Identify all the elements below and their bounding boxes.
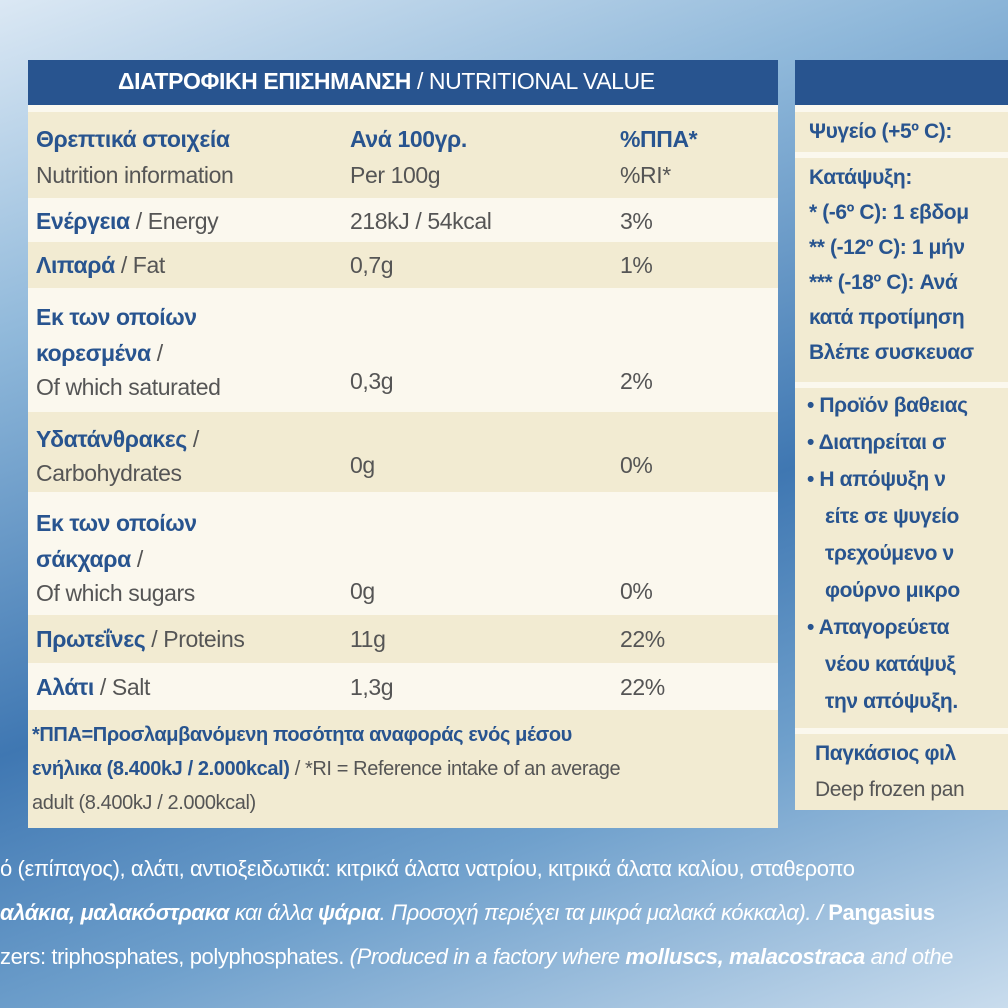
product-english: Deep frozen pan (815, 778, 965, 801)
greek: Ενέργεια (36, 208, 130, 234)
cell: 11g (350, 626, 386, 652)
row-label: Υδατάνθρακες / (36, 426, 199, 453)
row-band (28, 710, 778, 828)
header-english: / NUTRITIONAL VALUE (416, 68, 655, 94)
bold-italic: ψάρια (317, 900, 380, 925)
row-band (795, 112, 1008, 152)
bold-italic: αλάκια, μαλακόστρακα (0, 900, 229, 925)
row-band (28, 615, 778, 663)
nutrition-panel: ΔΙΑΤΡΟΦΙΚΗ ΕΠΙΣΗΜΑΝΣΗ / NUTRITIONAL VALU… (28, 60, 778, 828)
bold: Pangasius (828, 900, 935, 925)
col-head: Ανά 100γρ. (350, 126, 467, 152)
cell: 2% (620, 368, 653, 394)
english: / Energy (135, 208, 219, 234)
greek: Εκ των οποίων (36, 510, 197, 536)
english: / (192, 426, 199, 452)
greek: Πρωτεΐνες (36, 626, 146, 652)
cell: 0% (620, 452, 653, 478)
cell: 0,3g (350, 368, 394, 394)
header-greek: ΔΙΑΤΡΟΦΙΚΗ ΕΠΙΣΗΜΑΝΣΗ (118, 68, 411, 94)
row-band (795, 388, 1008, 728)
italic: (Produced in a factory where (349, 944, 626, 969)
storage-line: Κατάψυξη: (809, 166, 912, 189)
cell: 0g (350, 452, 375, 478)
footnote: *ΠΠΑ=Προσλαμβανόμενη ποσότητα αναφοράς ε… (32, 724, 572, 746)
col-head: Nutrition information (36, 162, 234, 188)
english: Of which saturated (36, 374, 221, 400)
storage-line: ** (-12º C): 1 μήν (809, 236, 965, 259)
ingredients-line: ό (επίπαγος), αλάτι, αντιοξειδωτικά: κιτ… (0, 856, 855, 881)
col-head: Per 100g (350, 162, 441, 188)
row-label: σάκχαρα / (36, 546, 143, 573)
row-band (795, 158, 1008, 382)
italic: and othe (864, 944, 954, 969)
english: / Fat (120, 252, 165, 278)
italic: και άλλα (228, 900, 318, 925)
english: / (156, 340, 163, 366)
english: / Proteins (151, 626, 245, 652)
storage-line: φούρνο μικρο (825, 579, 960, 602)
english: / (136, 546, 143, 572)
greek: Λιπαρά (36, 252, 115, 278)
cell: 22% (620, 674, 665, 700)
footnote-regular: / *RI = Reference intake of an average (294, 758, 621, 780)
header-band (795, 60, 1008, 105)
header-band (28, 60, 778, 105)
ingredients-line: zers: triphosphates, polyphosphates. (Pr… (0, 944, 953, 970)
cell: 3% (620, 208, 653, 234)
row-band (28, 242, 778, 288)
storage-line: νέου κατάψυξ (825, 653, 956, 676)
row-label: Λιπαρά / Fat (36, 252, 165, 279)
footnote: adult (8.400kJ / 2.000kcal) (32, 792, 256, 814)
storage-line: * (-6º C): 1 εβδομ (809, 201, 969, 224)
cell: 0% (620, 578, 653, 604)
footnote-bold: ενήλικα (8.400kJ / 2.000kcal) (32, 758, 290, 780)
english: / Salt (99, 674, 150, 700)
row-label: Ενέργεια / Energy (36, 208, 219, 235)
header: ΔΙΑΤΡΟΦΙΚΗ ΕΠΙΣΗΜΑΝΣΗ / NUTRITIONAL VALU… (118, 68, 655, 95)
english: Carbohydrates (36, 460, 182, 486)
storage-line: • Η απόψυξη ν (807, 468, 946, 491)
cell: 0g (350, 578, 375, 604)
regular: zers: triphosphates, polyphosphates. (0, 944, 350, 969)
greek: σάκχαρα (36, 546, 131, 572)
row-band (28, 412, 778, 492)
italic: . Προσοχή περιέχει τα μικρά μαλακά κόκκα… (379, 900, 829, 925)
storage-line: τρεχούμενο ν (825, 542, 954, 565)
row-label: Πρωτεΐνες / Proteins (36, 626, 245, 653)
storage-line: • Προϊόν βαθειας (807, 394, 968, 417)
bold-italic: molluscs, malacostraca (625, 944, 865, 969)
row-band (28, 112, 778, 198)
storage-line: • Διατηρείται σ (807, 431, 946, 454)
greek: κορεσμένα (36, 340, 151, 366)
storage-panel: Ψυγείο (+5º C): Παγκάσιος φιλ Deep froze… (795, 60, 1008, 810)
cell: 0,7g (350, 252, 394, 278)
english: Of which sugars (36, 580, 195, 606)
footnote: ενήλικα (8.400kJ / 2.000kcal) / *RI = Re… (32, 758, 621, 781)
greek: Αλάτι (36, 674, 94, 700)
cell: 1,3g (350, 674, 394, 700)
cell: 218kJ / 54kcal (350, 208, 492, 234)
ingredients-line: αλάκια, μαλακόστρακα και άλλα ψάρια. Προ… (0, 900, 935, 926)
cell: 1% (620, 252, 653, 278)
cell: 22% (620, 626, 665, 652)
product-greek: Παγκάσιος φιλ (815, 742, 956, 765)
col-head: %ΠΠΑ* (620, 126, 698, 152)
storage-line: είτε σε ψυγείο (825, 505, 959, 528)
storage-line: κατά προτίμηση (809, 306, 965, 329)
greek: Εκ των οποίων (36, 304, 197, 330)
storage-line: • Απαγορεύετα (807, 616, 950, 639)
storage-line: Βλέπε συσκευασ (809, 341, 974, 364)
row-label: Αλάτι / Salt (36, 674, 150, 701)
row-label: κορεσμένα / (36, 340, 163, 367)
col-head: Θρεπτικά στοιχεία (36, 126, 230, 152)
row-band (795, 734, 1008, 810)
greek: Υδατάνθρακες (36, 426, 187, 452)
col-head: %RI* (620, 162, 671, 188)
fridge: Ψυγείο (+5º C): (809, 120, 952, 143)
storage-line: *** (-18º C): Ανά (809, 271, 958, 294)
storage-line: την απόψυξη. (825, 690, 958, 713)
